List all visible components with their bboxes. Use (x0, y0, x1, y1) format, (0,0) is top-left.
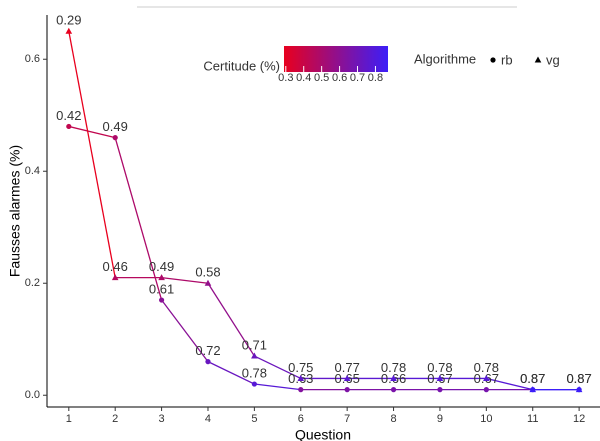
color-tick-label: 0.3 (278, 72, 293, 84)
point (297, 374, 305, 381)
x-tick-label: 7 (344, 413, 350, 425)
point (66, 123, 72, 130)
data-label: 0.58 (195, 265, 220, 280)
point (205, 359, 211, 365)
point (483, 374, 490, 381)
data-label: 0.49 (103, 119, 128, 134)
color-tick-label: 0.4 (296, 72, 311, 84)
color-tick-label: 0.5 (314, 72, 329, 84)
point (343, 374, 351, 381)
point (298, 387, 304, 393)
data-label: 0.42 (56, 108, 81, 123)
x-tick-label: 10 (480, 413, 492, 425)
data-label: 0.78 (427, 360, 452, 375)
x-tick-label: 2 (112, 413, 118, 425)
data-label: 0.78 (242, 365, 267, 380)
data-label: 0.75 (288, 360, 313, 375)
x-tick-label: 11 (527, 413, 538, 425)
point (251, 352, 258, 359)
data-label: 0.61 (149, 281, 174, 296)
point (204, 279, 212, 286)
data-label: 0.49 (149, 259, 174, 274)
data-label: 0.87 (520, 371, 545, 386)
data-label: 0.46 (103, 259, 128, 274)
line-segment (114, 137, 163, 301)
line-segment (161, 276, 209, 284)
point (436, 374, 444, 381)
data-label: 0.87 (566, 371, 591, 386)
line-segment (486, 377, 533, 391)
x-tick-label: 5 (251, 413, 257, 425)
x-tick-label: 6 (298, 413, 304, 425)
data-label: 0.78 (474, 360, 499, 375)
y-tick-label: 0.4 (25, 165, 40, 177)
point (390, 374, 397, 381)
legend-label: rb (501, 52, 513, 67)
x-tick-label: 12 (573, 413, 585, 425)
color-tick-label: 0.6 (332, 72, 347, 84)
point (483, 387, 489, 393)
data-label: 0.71 (242, 337, 267, 352)
line-segment (207, 361, 255, 385)
color-bar (284, 46, 388, 72)
x-axis-title: Question (295, 427, 351, 441)
shape-legend-title: Algorithme (414, 51, 476, 66)
point (158, 274, 165, 281)
x-tick-label: 4 (205, 413, 211, 425)
line-segment (207, 282, 255, 357)
line-segment (254, 355, 302, 380)
point (251, 381, 257, 387)
x-tick-label: 9 (437, 413, 443, 425)
point (437, 387, 443, 393)
line-segment (68, 31, 116, 278)
data-label: 0.77 (335, 360, 360, 375)
y-tick-label: 0.2 (25, 277, 40, 289)
data-label: 0.72 (195, 343, 220, 358)
y-tick-label: 0.6 (25, 53, 40, 65)
line-segment (161, 299, 209, 363)
x-tick-label: 3 (159, 413, 165, 425)
line-segment (254, 383, 301, 391)
color-tick-label: 0.7 (350, 72, 365, 84)
y-axis-title: Fausses alarmes (%) (7, 145, 23, 277)
x-tick-label: 8 (390, 413, 396, 425)
point (158, 297, 165, 303)
legend-label: vg (546, 52, 560, 67)
data-label: 0.29 (56, 13, 81, 28)
point (529, 386, 537, 393)
data-label: 0.87 (566, 371, 591, 386)
point (575, 386, 583, 393)
y-tick-label: 0.0 (25, 389, 40, 401)
point (111, 274, 119, 281)
point (65, 27, 73, 34)
point (344, 387, 350, 393)
point (112, 135, 118, 141)
legend-marker (534, 56, 542, 63)
line-segment (68, 125, 116, 139)
data-label: 0.78 (381, 360, 406, 375)
point (390, 387, 397, 393)
data-label: 0.87 (520, 371, 545, 386)
x-tick-label: 1 (66, 413, 72, 425)
color-legend-title: Certitude (%) (203, 58, 280, 73)
legend-marker (490, 57, 496, 63)
color-tick-label: 0.8 (368, 72, 383, 84)
